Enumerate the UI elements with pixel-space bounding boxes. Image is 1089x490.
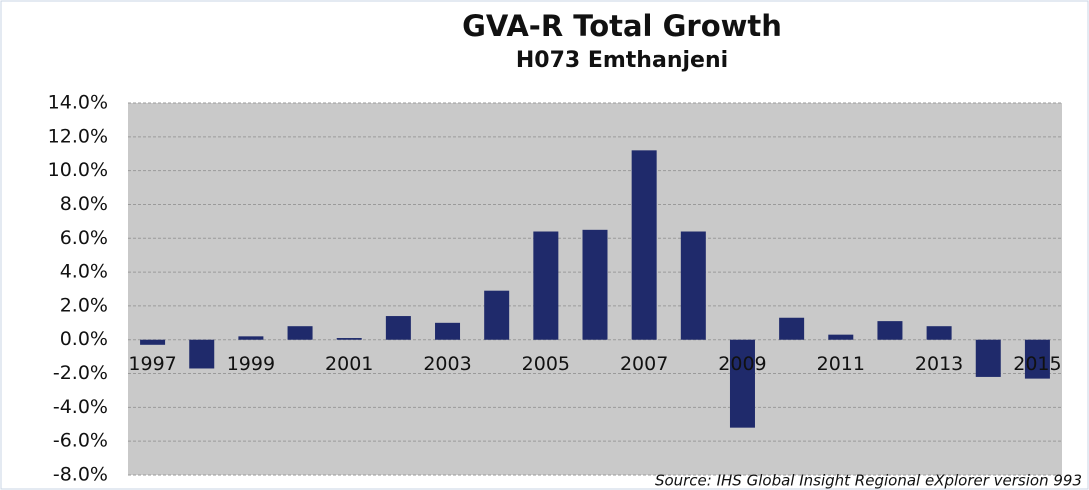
chart-title: GVA-R Total Growth xyxy=(462,9,782,43)
bars xyxy=(140,150,1050,428)
bar xyxy=(140,339,166,345)
y-tick-label: 12.0% xyxy=(48,125,108,147)
x-tick-label: 2001 xyxy=(325,353,373,375)
bar xyxy=(926,326,952,340)
bar xyxy=(631,150,657,340)
x-tick-label: 2011 xyxy=(817,353,865,375)
bar xyxy=(975,339,1001,377)
x-tick-label: 2013 xyxy=(915,353,963,375)
y-tick-label: -6.0% xyxy=(53,430,108,452)
chart-subtitle: H073 Emthanjeni xyxy=(516,48,728,73)
bar xyxy=(533,231,559,340)
bar xyxy=(189,339,215,369)
bar xyxy=(238,336,264,340)
x-tick-label: 1997 xyxy=(128,353,176,375)
x-tick-label: 2005 xyxy=(522,353,570,375)
bar xyxy=(680,231,706,340)
y-tick-label: 6.0% xyxy=(60,227,108,249)
bar xyxy=(435,322,461,340)
y-tick-label: 4.0% xyxy=(60,261,108,283)
bar xyxy=(336,338,362,340)
x-tick-label: 2003 xyxy=(423,353,471,375)
bar xyxy=(828,334,854,340)
bar xyxy=(582,229,608,340)
y-tick-label: 10.0% xyxy=(48,159,108,181)
labels: -8.0% -6.0% -4.0% -2.0% 0.0% 2.0% 4.0% 6.0% 8.0%… xyxy=(48,92,1062,486)
source-note: Source: IHS Global Insight Regional eXpl… xyxy=(655,472,1082,490)
bar xyxy=(484,290,510,340)
x-tick-label: 2009 xyxy=(718,353,766,375)
bar xyxy=(1024,339,1050,379)
bar xyxy=(729,339,755,428)
y-tick-label: 2.0% xyxy=(60,294,108,316)
x-tick-label: 2007 xyxy=(620,353,668,375)
y-tick-label: -8.0% xyxy=(53,464,108,486)
y-tick-label: 8.0% xyxy=(60,193,108,215)
y-tick-label: -2.0% xyxy=(53,362,108,384)
y-tick-label: 14.0% xyxy=(48,92,108,114)
y-tick-label: 0.0% xyxy=(60,328,108,350)
x-tick-label: 2015 xyxy=(1013,353,1061,375)
y-tick-label: -4.0% xyxy=(53,396,108,418)
bar xyxy=(385,316,411,340)
x-tick-label: 1999 xyxy=(227,353,275,375)
bar xyxy=(877,321,903,340)
bar xyxy=(779,317,805,340)
bar xyxy=(287,326,313,340)
